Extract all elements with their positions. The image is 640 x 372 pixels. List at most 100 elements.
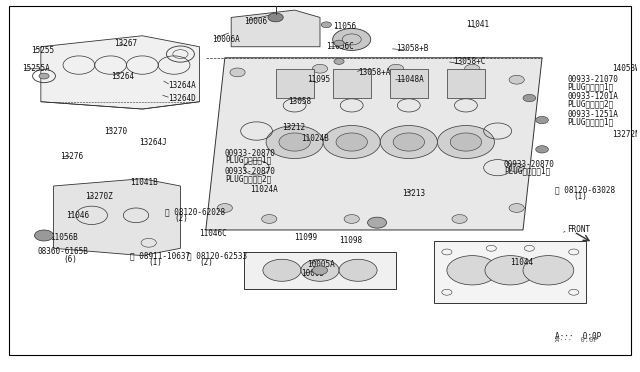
- Text: 08360-6165B: 08360-6165B: [38, 247, 88, 256]
- Circle shape: [230, 68, 245, 77]
- Circle shape: [266, 125, 323, 158]
- Circle shape: [536, 146, 548, 153]
- Circle shape: [509, 163, 524, 172]
- Bar: [333, 69, 371, 98]
- Circle shape: [301, 259, 339, 281]
- Text: 00933-20870: 00933-20870: [225, 167, 276, 176]
- Bar: [447, 69, 485, 98]
- Circle shape: [509, 76, 524, 84]
- Text: A···  0:0P: A··· 0:0P: [555, 337, 597, 343]
- Text: 13058+B: 13058+B: [396, 44, 429, 53]
- Text: 00933-21070: 00933-21070: [568, 75, 618, 84]
- Text: (2): (2): [174, 215, 188, 224]
- Text: 13267: 13267: [114, 39, 137, 48]
- Text: FRONT: FRONT: [568, 225, 591, 234]
- Text: 11056: 11056: [333, 22, 356, 31]
- Text: PLUGブラグ（1）: PLUGブラグ（1）: [504, 167, 550, 176]
- Circle shape: [452, 215, 467, 223]
- Circle shape: [268, 13, 284, 22]
- Text: 11044: 11044: [510, 259, 534, 267]
- Circle shape: [339, 259, 377, 281]
- Text: 11041B: 11041B: [130, 178, 157, 187]
- Circle shape: [323, 125, 380, 158]
- Circle shape: [388, 64, 404, 73]
- Text: 00933-20870: 00933-20870: [225, 148, 276, 157]
- Text: 00933-1251A: 00933-1251A: [568, 110, 618, 119]
- Polygon shape: [41, 36, 200, 109]
- Text: 15255: 15255: [31, 46, 54, 55]
- Circle shape: [536, 116, 548, 124]
- Text: 13276: 13276: [60, 152, 83, 161]
- Circle shape: [523, 94, 536, 102]
- Bar: [276, 69, 314, 98]
- Text: 13270: 13270: [104, 126, 127, 135]
- Circle shape: [333, 28, 371, 51]
- Circle shape: [523, 256, 574, 285]
- Text: 11099: 11099: [294, 233, 317, 242]
- Text: 15255A: 15255A: [22, 64, 49, 73]
- Circle shape: [450, 133, 482, 151]
- Circle shape: [35, 230, 54, 241]
- Text: 11041: 11041: [466, 20, 489, 29]
- Text: 13270Z: 13270Z: [85, 192, 113, 202]
- Text: 11048A: 11048A: [396, 75, 424, 84]
- Text: 10006A: 10006A: [212, 35, 240, 44]
- Circle shape: [437, 125, 495, 158]
- Circle shape: [262, 215, 277, 223]
- Circle shape: [263, 259, 301, 281]
- Circle shape: [312, 266, 328, 275]
- Text: Ⓑ 08120-62028: Ⓑ 08120-62028: [164, 207, 225, 216]
- Text: 11046: 11046: [66, 211, 90, 220]
- Text: 13264D: 13264D: [168, 93, 195, 103]
- Text: 13264A: 13264A: [168, 81, 195, 90]
- Text: PLUGブラグ（2）: PLUGブラグ（2）: [225, 174, 271, 183]
- Text: 11095: 11095: [307, 75, 330, 84]
- Text: 11056C: 11056C: [326, 42, 354, 51]
- Text: Ⓝ 08911-10637: Ⓝ 08911-10637: [130, 251, 190, 260]
- Circle shape: [39, 73, 49, 79]
- Circle shape: [367, 217, 387, 228]
- Text: 13264J: 13264J: [139, 138, 167, 147]
- Circle shape: [393, 133, 424, 151]
- Bar: [390, 69, 428, 98]
- Circle shape: [321, 22, 332, 28]
- Text: 14053W: 14053W: [612, 64, 639, 73]
- Text: Ⓑ 08120-63028: Ⓑ 08120-63028: [555, 185, 615, 194]
- Text: PLUGブラグ（1）: PLUGブラグ（1）: [568, 83, 614, 92]
- Circle shape: [485, 256, 536, 285]
- Circle shape: [336, 133, 367, 151]
- Text: 11056B: 11056B: [51, 233, 78, 242]
- Polygon shape: [54, 179, 180, 256]
- Text: 13058+C: 13058+C: [453, 57, 486, 66]
- Text: Ⓑ 08120-62533: Ⓑ 08120-62533: [187, 251, 247, 260]
- Circle shape: [279, 133, 310, 151]
- Text: 13213: 13213: [403, 189, 426, 198]
- Text: (1): (1): [574, 192, 588, 202]
- Circle shape: [344, 215, 359, 223]
- Circle shape: [509, 203, 524, 212]
- Text: 11024B: 11024B: [301, 134, 329, 143]
- Circle shape: [380, 125, 437, 158]
- Text: A···  0:0P: A··· 0:0P: [555, 332, 601, 341]
- Text: 13058: 13058: [288, 97, 312, 106]
- Circle shape: [447, 256, 498, 285]
- Text: 13212: 13212: [282, 123, 305, 132]
- Polygon shape: [244, 252, 396, 289]
- Circle shape: [217, 203, 232, 212]
- Text: 11098: 11098: [339, 237, 362, 246]
- Text: 13272N: 13272N: [612, 130, 639, 139]
- Text: 13058+A: 13058+A: [358, 68, 390, 77]
- Text: (6): (6): [63, 255, 77, 264]
- Text: 10006: 10006: [244, 17, 267, 26]
- Text: (2): (2): [200, 259, 213, 267]
- Circle shape: [465, 64, 480, 73]
- Text: (1): (1): [148, 259, 163, 267]
- Text: PLUGブラグ（1）: PLUGブラグ（1）: [225, 156, 271, 165]
- Text: 10005: 10005: [301, 269, 324, 279]
- Text: 11024A: 11024A: [250, 185, 278, 194]
- Text: 00933-20870: 00933-20870: [504, 160, 555, 169]
- Text: 11046C: 11046C: [200, 229, 227, 238]
- Text: 00933-1201A: 00933-1201A: [568, 92, 618, 101]
- Circle shape: [334, 40, 344, 46]
- Text: PLUGブラグ（2）: PLUGブラグ（2）: [568, 99, 614, 108]
